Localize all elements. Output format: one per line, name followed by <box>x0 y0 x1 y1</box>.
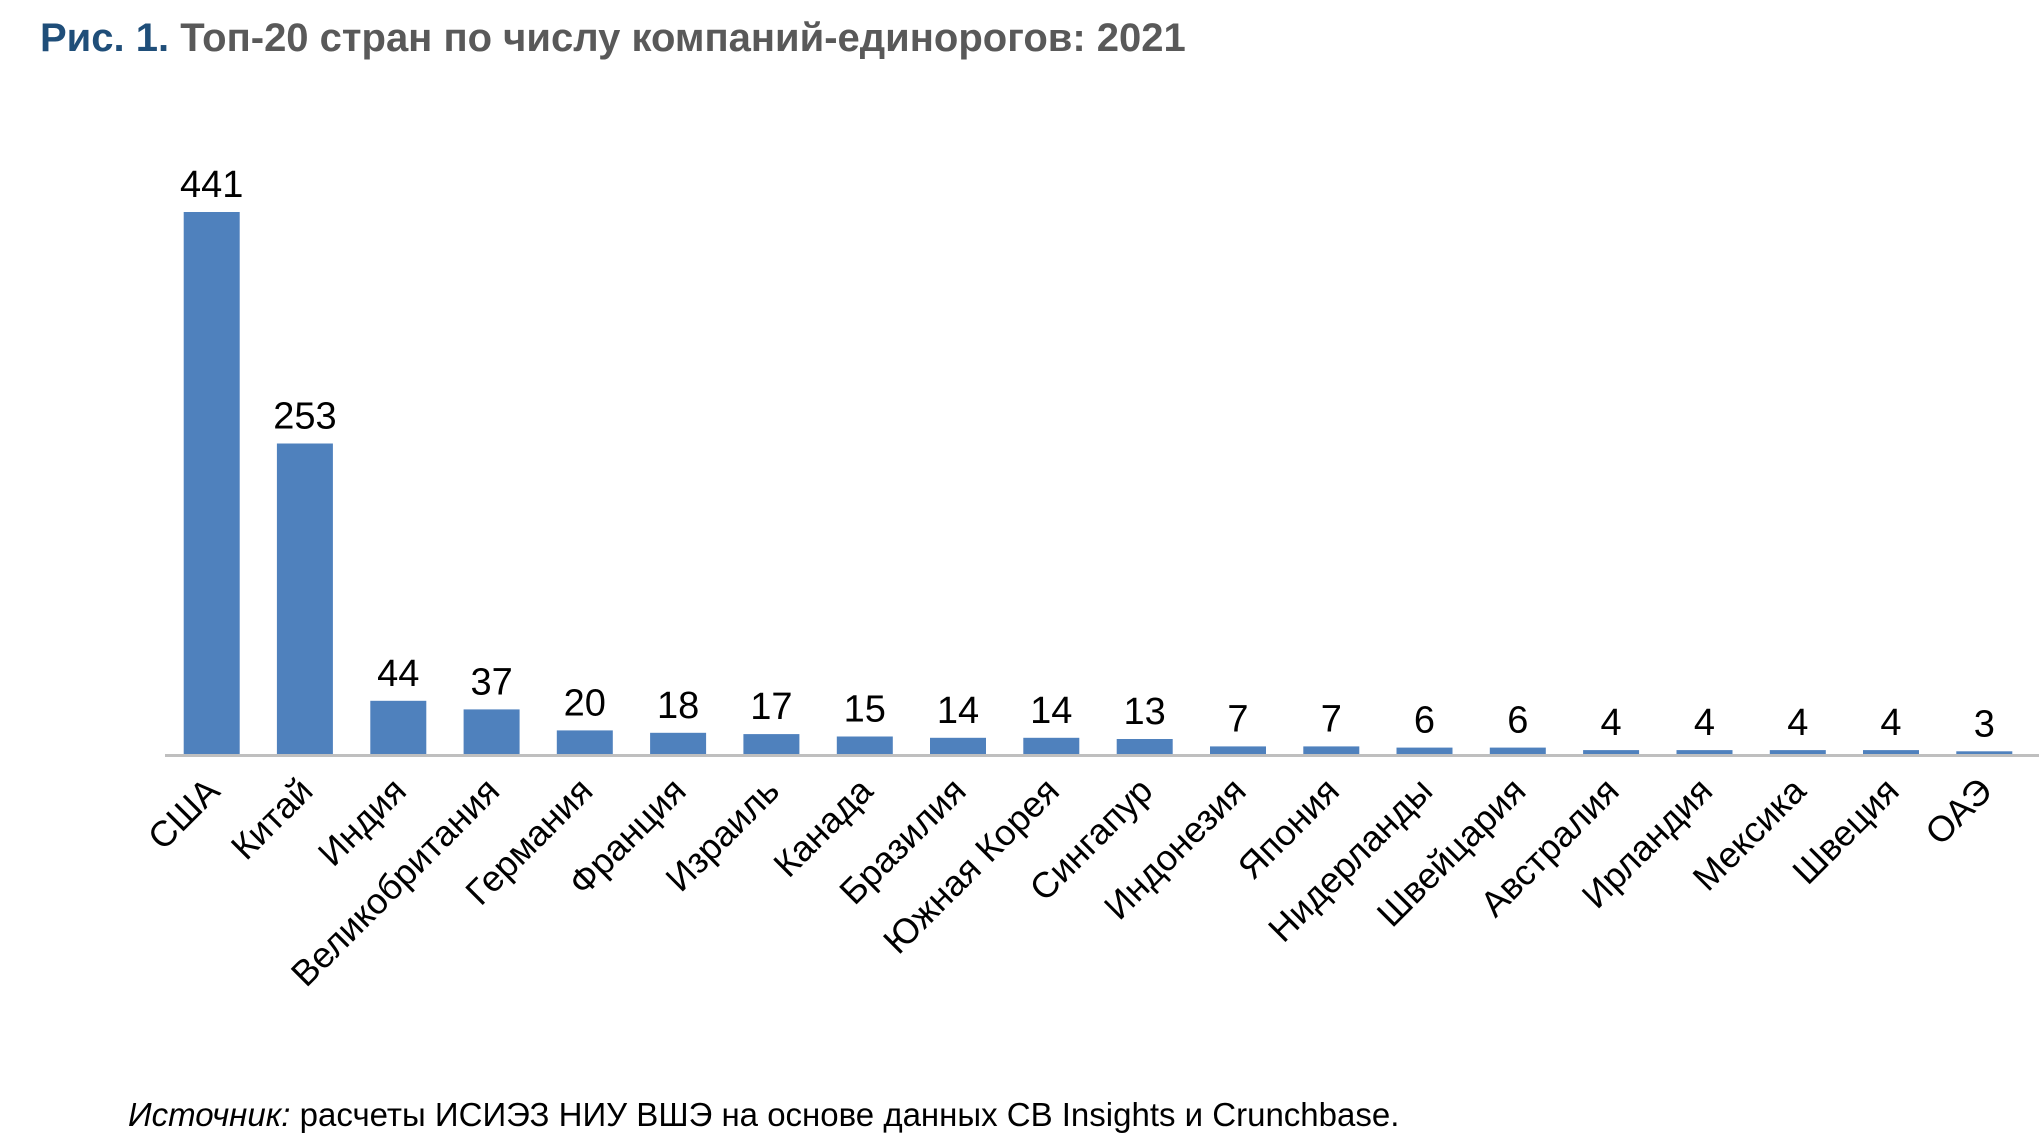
source-label: Источник: <box>128 1096 291 1133</box>
figure-number: Рис. 1. <box>40 16 170 60</box>
category-label-20: ОАЭ <box>1917 770 2000 853</box>
data-label-17: 4 <box>1694 702 1715 744</box>
bar-17 <box>1676 750 1733 755</box>
bar-16 <box>1583 750 1640 755</box>
bar-12 <box>1210 746 1266 755</box>
bar-3 <box>370 700 427 755</box>
bar-7 <box>743 734 800 755</box>
bar-18 <box>1769 750 1826 755</box>
bar-6 <box>650 732 707 755</box>
data-label-16: 4 <box>1601 702 1622 744</box>
bar-19 <box>1863 750 1919 755</box>
bar-11 <box>1116 739 1173 755</box>
bar-1 <box>183 212 240 755</box>
data-label-8: 15 <box>844 689 886 731</box>
data-label-13: 7 <box>1321 698 1342 740</box>
figure-title-text: Топ-20 стран по числу компаний-единорого… <box>180 16 1186 60</box>
data-label-19: 4 <box>1880 702 1901 744</box>
data-label-4: 37 <box>470 661 512 703</box>
data-label-5: 20 <box>564 682 606 724</box>
data-label-20: 3 <box>1974 703 1995 745</box>
source-note: Источник: расчеты ИСИЭЗ НИУ ВШЭ на основ… <box>128 1096 1399 1134</box>
bar-14 <box>1396 747 1453 755</box>
data-label-3: 44 <box>377 653 419 695</box>
bar-2 <box>276 443 333 755</box>
source-text: расчеты ИСИЭЗ НИУ ВШЭ на основе данных C… <box>299 1096 1400 1133</box>
figure-title: Рис. 1. Топ-20 стран по числу компаний-е… <box>40 16 1186 61</box>
data-label-18: 4 <box>1787 702 1808 744</box>
category-label-2: Китай <box>223 770 321 868</box>
bar-13 <box>1303 746 1360 755</box>
data-label-9: 14 <box>937 690 979 732</box>
data-label-14: 6 <box>1414 700 1435 742</box>
category-label-1: США <box>140 770 228 858</box>
bar-10 <box>1023 737 1080 755</box>
bar-15 <box>1489 747 1546 755</box>
data-label-1: 441 <box>180 164 243 206</box>
data-label-7: 17 <box>750 686 792 728</box>
data-label-6: 18 <box>657 685 699 727</box>
data-label-2: 253 <box>273 396 336 438</box>
bar-4 <box>463 709 520 755</box>
data-label-12: 7 <box>1227 698 1248 740</box>
bar-5 <box>556 730 613 755</box>
data-label-15: 6 <box>1507 700 1528 742</box>
data-label-10: 14 <box>1030 690 1072 732</box>
bar-8 <box>836 736 893 755</box>
bar-9 <box>930 737 986 755</box>
data-label-11: 13 <box>1124 691 1166 733</box>
bar-20 <box>1956 751 2013 755</box>
